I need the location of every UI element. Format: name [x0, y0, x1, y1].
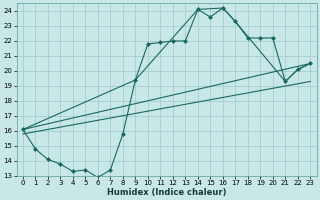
- X-axis label: Humidex (Indice chaleur): Humidex (Indice chaleur): [107, 188, 226, 197]
